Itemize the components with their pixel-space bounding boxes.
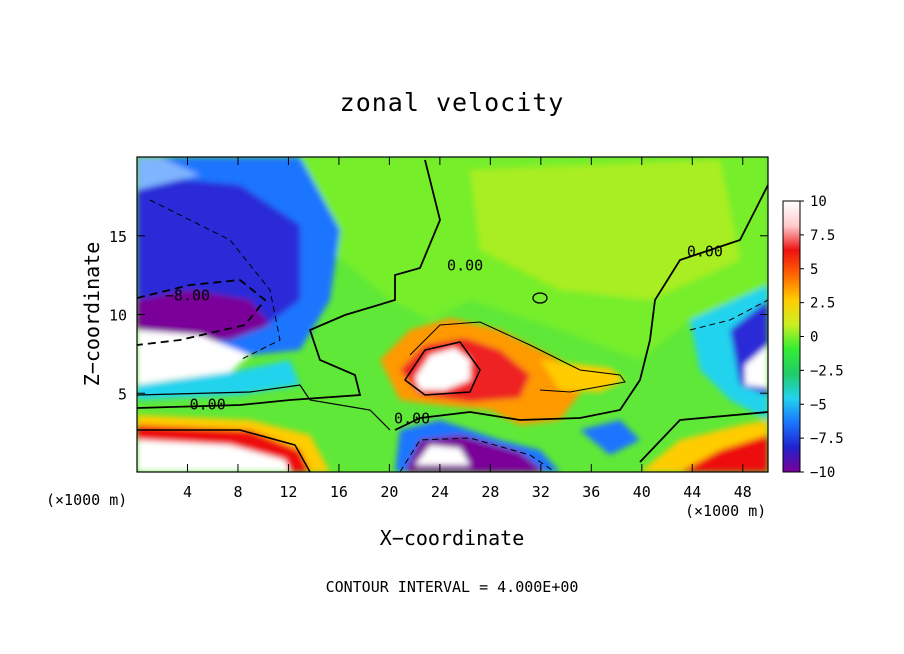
region-surface-blue-small [580, 420, 640, 455]
colorbar-ticks-group: 10 7.5 5 2.5 0 −2.5 −5 −7.5 −10 [800, 194, 844, 481]
region-left-white [137, 330, 250, 385]
contour-zero-upper [137, 159, 441, 409]
y-tick-label: 10 [109, 307, 127, 325]
region-lower-left-white [137, 440, 290, 472]
contour-label: 0.00 [394, 409, 430, 427]
region-upper-yellowgreen [470, 160, 740, 300]
region-surface-white [415, 445, 470, 465]
contour-dashed-right [689, 299, 768, 331]
x-tick-label: 36 [582, 483, 600, 501]
colorbar-tick-label: 5 [810, 262, 818, 278]
colorbar-tick-label: 0 [810, 330, 818, 346]
x-tick-label: 24 [431, 483, 449, 501]
colorbar-tick-label: 7.5 [810, 228, 835, 244]
contour-minus-eight [137, 279, 267, 346]
colorbar-tick-label: 10 [810, 194, 827, 210]
colorbar-tick-label: 2.5 [810, 296, 835, 312]
colorbar-tick-label: −5 [810, 397, 827, 413]
region-left-cyan [137, 360, 300, 400]
contour-labels-group: 0.00 0.00 −8.00 0.00 0.00 [165, 243, 723, 428]
colorbar [782, 200, 801, 473]
x-tick-label: 40 [633, 483, 651, 501]
region-corner-lightblue [137, 157, 200, 190]
y-tick-label: 15 [109, 228, 127, 246]
region-jet-white [415, 348, 470, 390]
colorbar-tick-label: −7.5 [810, 431, 844, 447]
colorbar-tick-label: −2.5 [810, 363, 844, 379]
contour-label: 0.00 [447, 257, 483, 275]
contour-zero-right [394, 184, 768, 431]
x-tick-label: 20 [380, 483, 398, 501]
x-unit-label-left: (×1000 m) [46, 491, 128, 509]
contour-zero-lower-right [639, 411, 768, 463]
x-tick-label: 28 [481, 483, 499, 501]
x-axis-label: X−coordinate [379, 526, 525, 550]
x-ticks-group: 4 8 12 16 20 24 28 32 36 40 44 48 [183, 157, 752, 501]
contour-jet-inner [403, 341, 481, 396]
contour-surface-neg [399, 437, 556, 472]
x-unit-label-right: (×1000 m) [685, 502, 767, 520]
contour-lower-left-pos [137, 429, 311, 472]
contour-small-loop [532, 292, 548, 304]
contour-label: 0.00 [190, 395, 226, 413]
y-tick-label: 5 [118, 385, 127, 403]
region-lower-right-red [680, 435, 768, 472]
y-ticks-group: 5 10 15 [109, 228, 768, 403]
chart-title: zonal velocity [339, 88, 565, 117]
contour-label: −8.00 [165, 287, 210, 305]
colorbar-tick-label: −10 [810, 465, 835, 481]
x-tick-label: 8 [233, 483, 242, 501]
contour-dashed-left [149, 199, 281, 361]
contour-zero-lower [137, 384, 391, 431]
x-tick-label: 16 [330, 483, 348, 501]
region-jet-tail-yellow [540, 360, 625, 392]
x-tick-label: 48 [734, 483, 752, 501]
contour-label: 0.00 [687, 243, 723, 261]
region-right-white [745, 345, 768, 388]
contour-jet-outer [409, 321, 626, 393]
x-tick-label: 4 [183, 483, 192, 501]
x-tick-label: 12 [279, 483, 297, 501]
x-tick-label: 32 [532, 483, 550, 501]
x-tick-label: 44 [683, 483, 701, 501]
contour-lines [137, 159, 768, 472]
region-upper-left-purple [137, 290, 270, 345]
color-field: 0.00 0.00 −8.00 0.00 0.00 [137, 157, 768, 472]
contour-interval-note: CONTOUR INTERVAL = 4.000E+00 [325, 578, 579, 596]
